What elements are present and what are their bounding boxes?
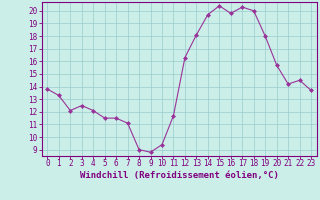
- X-axis label: Windchill (Refroidissement éolien,°C): Windchill (Refroidissement éolien,°C): [80, 171, 279, 180]
